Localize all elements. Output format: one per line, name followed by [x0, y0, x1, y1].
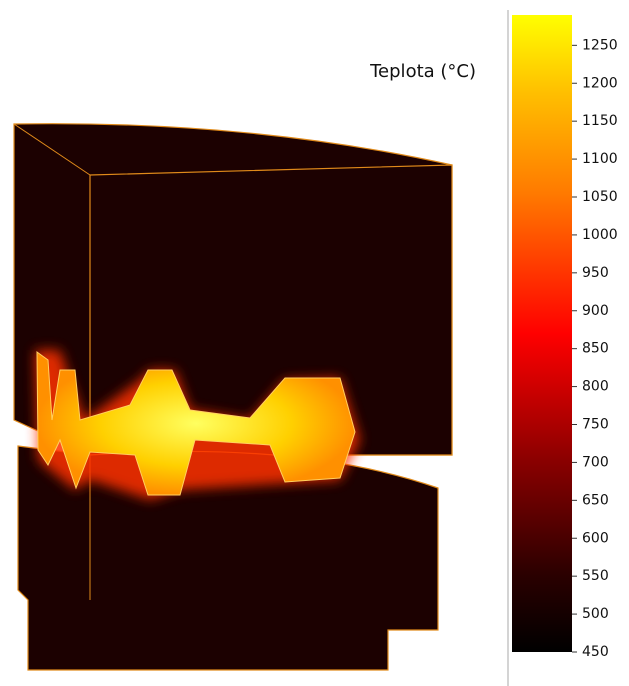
tick-label: 1000 — [582, 227, 618, 243]
tick-label: 1250 — [582, 37, 618, 53]
tick-label: 500 — [582, 606, 609, 622]
tick-label: 700 — [582, 454, 609, 470]
model-view — [14, 124, 452, 670]
tick-label: 750 — [582, 417, 609, 433]
tick-label: 1100 — [582, 151, 618, 167]
viewer: Teplota (°C) 450 500 550 600 650 700 750 800 850… — [0, 0, 629, 686]
tick-label: 600 — [582, 530, 609, 546]
tick-label: 1050 — [582, 189, 618, 205]
tick-label: 900 — [582, 303, 609, 319]
tick-label: 1200 — [582, 75, 618, 91]
tick-label: 950 — [582, 265, 609, 281]
tick-label: 550 — [582, 568, 609, 584]
tick-label: 450 — [582, 644, 609, 660]
tick-label: 650 — [582, 492, 609, 508]
colorbar — [512, 15, 572, 652]
tick-label: 850 — [582, 341, 609, 357]
tick-label: 1150 — [582, 113, 618, 129]
tick-label: 800 — [582, 379, 609, 395]
colorbar-title: Teplota (°C) — [369, 61, 476, 82]
